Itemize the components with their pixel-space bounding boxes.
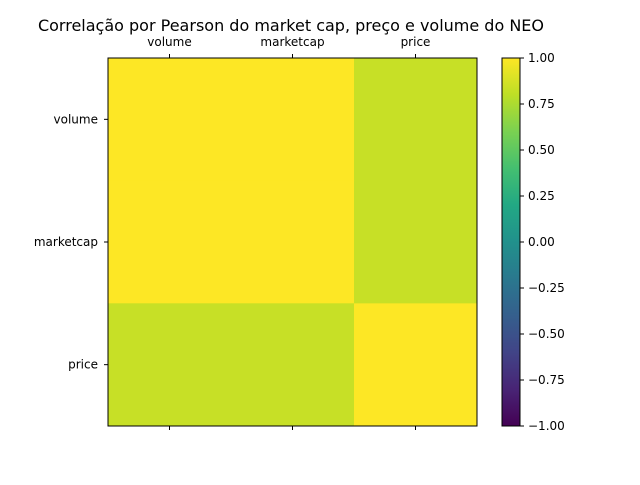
colorbar-tick-label: −0.50 xyxy=(528,327,565,341)
x-tick-label: price xyxy=(401,35,431,49)
colorbar-tick-label: 0.50 xyxy=(528,143,555,157)
colorbar-tick-label: −1.00 xyxy=(528,419,565,433)
y-axis-ticks: volume marketcap price xyxy=(34,112,108,372)
x-tick-label: volume xyxy=(147,35,191,49)
heatmap-cell xyxy=(354,303,478,427)
x-tick-label: marketcap xyxy=(260,35,324,49)
colorbar-tick-label: −0.25 xyxy=(528,281,565,295)
heatmap-cell xyxy=(231,58,355,182)
heatmap-cell xyxy=(108,180,232,304)
y-tick-label: price xyxy=(68,358,98,372)
colorbar-tick-label: 0.00 xyxy=(528,235,555,249)
heatmap-cell xyxy=(108,58,232,182)
y-tick-label: volume xyxy=(54,112,98,126)
colorbar-tick-label: 1.00 xyxy=(528,51,555,65)
heatmap-cell xyxy=(354,58,478,182)
colorbar-tick-label: 0.25 xyxy=(528,189,555,203)
y-tick-label: marketcap xyxy=(34,235,98,249)
colorbar xyxy=(502,58,520,426)
x-axis-ticks: volume marketcap price xyxy=(147,35,430,430)
heatmap-cell xyxy=(354,180,478,304)
chart-title: Correlação por Pearson do market cap, pr… xyxy=(38,16,544,35)
colorbar-ticks: 1.00 0.75 0.50 0.25 0.00 −0.25 −0.50 −0.75 −1.00 xyxy=(520,51,565,433)
heatmap-cell xyxy=(231,303,355,427)
heatmap-cell xyxy=(108,303,232,427)
heatmap-cells xyxy=(108,58,478,427)
heatmap-cell xyxy=(231,180,355,304)
colorbar-tick-label: 0.75 xyxy=(528,97,555,111)
colorbar-tick-label: −0.75 xyxy=(528,373,565,387)
